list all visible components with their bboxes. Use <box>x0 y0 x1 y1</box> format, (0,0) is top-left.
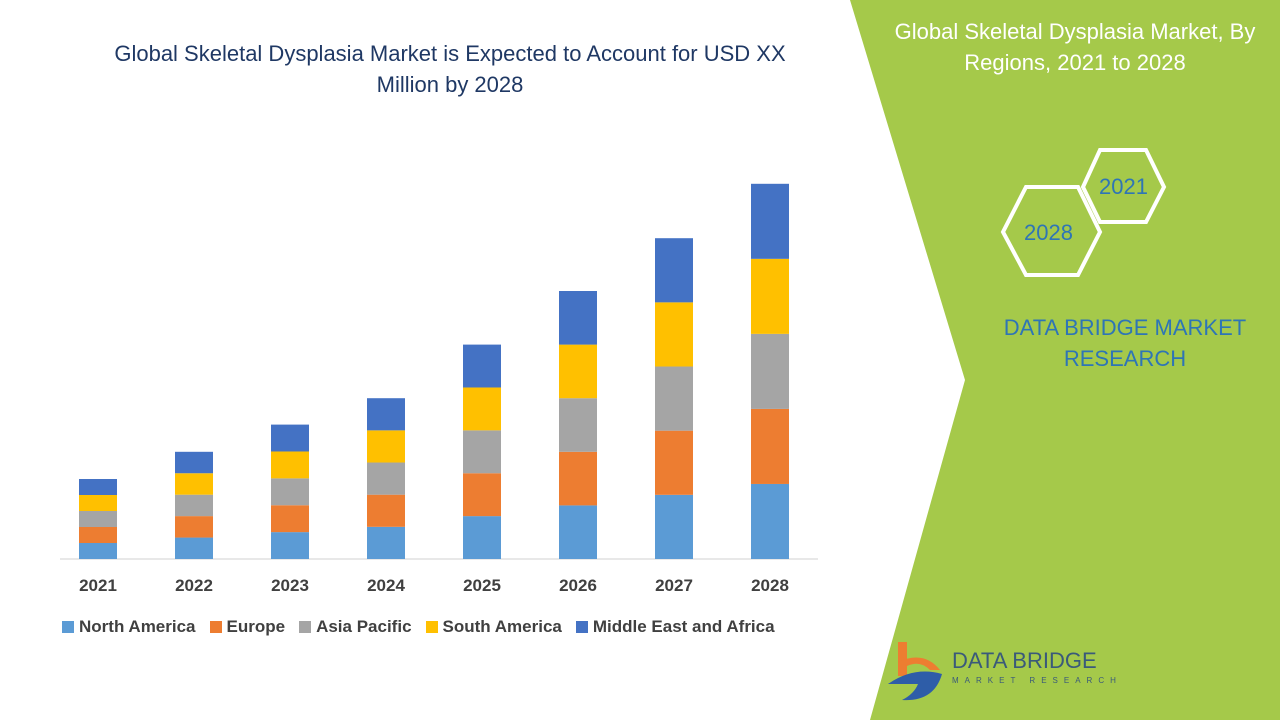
x-tick-label: 2024 <box>367 576 405 595</box>
x-tick-label: 2025 <box>463 576 501 595</box>
legend-label: South America <box>442 617 562 636</box>
bar-segment-middle-east-and-africa-2021 <box>79 479 117 495</box>
bar-segment-south-america-2028 <box>751 258 789 334</box>
legend-label: Middle East and Africa <box>592 617 775 636</box>
bar-segment-europe-2027 <box>655 430 693 495</box>
bar-segment-europe-2028 <box>751 408 789 484</box>
green-panel <box>850 0 1280 720</box>
bar-segment-north-america-2025 <box>463 516 501 559</box>
hex-label-2028: 2028 <box>1024 220 1073 245</box>
bar-segment-europe-2023 <box>271 505 309 533</box>
panel-title: Global Skeletal Dysplasia Market, By Reg… <box>894 19 1256 75</box>
bar-segment-north-america-2021 <box>79 543 117 559</box>
bar-segment-south-america-2022 <box>175 473 213 495</box>
legend-label: North America <box>79 617 196 636</box>
bar-segment-middle-east-and-africa-2028 <box>751 183 789 259</box>
x-tick-label: 2021 <box>79 576 117 595</box>
legend-item: North America <box>62 617 196 637</box>
bar-segment-north-america-2027 <box>655 494 693 559</box>
legend-item: South America <box>425 617 562 637</box>
legend-item: Europe <box>209 617 286 637</box>
hex-2028 <box>1000 185 1103 277</box>
bar-segment-europe-2021 <box>79 527 117 543</box>
bar-segment-europe-2025 <box>463 473 501 517</box>
brand-text: DATA BRIDGE MARKET RESEARCH <box>1003 315 1247 371</box>
bar-segment-middle-east-and-africa-2024 <box>367 398 405 431</box>
x-tick-label: 2028 <box>751 576 789 595</box>
hex-label-2021: 2021 <box>1099 174 1148 199</box>
bar-segment-middle-east-and-africa-2022 <box>175 451 213 474</box>
bar-segment-north-america-2028 <box>751 483 789 559</box>
bar-segment-south-america-2027 <box>655 302 693 367</box>
bar-segment-asia-pacific-2026 <box>559 398 597 452</box>
bar-segment-asia-pacific-2028 <box>751 333 789 409</box>
legend-item: Asia Pacific <box>299 617 412 637</box>
chart-title: Global Skeletal Dysplasia Market is Expe… <box>114 41 786 97</box>
bar-segment-asia-pacific-2021 <box>79 511 117 527</box>
bar-segment-middle-east-and-africa-2025 <box>463 344 501 388</box>
bar-segment-south-america-2021 <box>79 495 117 511</box>
bar-segment-middle-east-and-africa-2026 <box>559 291 597 345</box>
legend-label: Europe <box>226 617 286 636</box>
legend: North America Europe Asia Pacific South … <box>62 617 775 637</box>
bar-segment-asia-pacific-2023 <box>271 478 309 506</box>
bar-segment-north-america-2022 <box>175 537 213 559</box>
hex-2021 <box>1080 148 1167 224</box>
data-bridge-logo-icon <box>888 642 942 701</box>
bar-segment-north-america-2023 <box>271 532 309 559</box>
bar-segment-asia-pacific-2024 <box>367 462 405 495</box>
x-tick-label: 2022 <box>175 576 213 595</box>
bar-segment-asia-pacific-2025 <box>463 430 501 474</box>
x-tick-label: 2026 <box>559 576 597 595</box>
bar-segment-middle-east-and-africa-2023 <box>271 424 309 452</box>
bar-segment-europe-2024 <box>367 494 405 527</box>
bar-segment-north-america-2026 <box>559 505 597 559</box>
bar-segment-europe-2022 <box>175 516 213 538</box>
logo-subtext: MARKET RESEARCH <box>952 676 1122 685</box>
x-tick-label: 2027 <box>655 576 693 595</box>
bar-segment-south-america-2023 <box>271 451 309 479</box>
bar-segment-asia-pacific-2022 <box>175 494 213 517</box>
x-tick-label: 2023 <box>271 576 309 595</box>
bar-segment-south-america-2024 <box>367 430 405 463</box>
bar-segment-south-america-2025 <box>463 387 501 431</box>
bar-segment-north-america-2024 <box>367 526 405 559</box>
legend-item: Middle East and Africa <box>575 617 775 637</box>
bar-segment-asia-pacific-2027 <box>655 366 693 431</box>
bar-segment-middle-east-and-africa-2027 <box>655 238 693 303</box>
bar-segment-south-america-2026 <box>559 344 597 399</box>
legend-label: Asia Pacific <box>316 617 412 636</box>
logo-text: DATA BRIDGE <box>952 648 1097 673</box>
bar-segment-europe-2026 <box>559 451 597 506</box>
